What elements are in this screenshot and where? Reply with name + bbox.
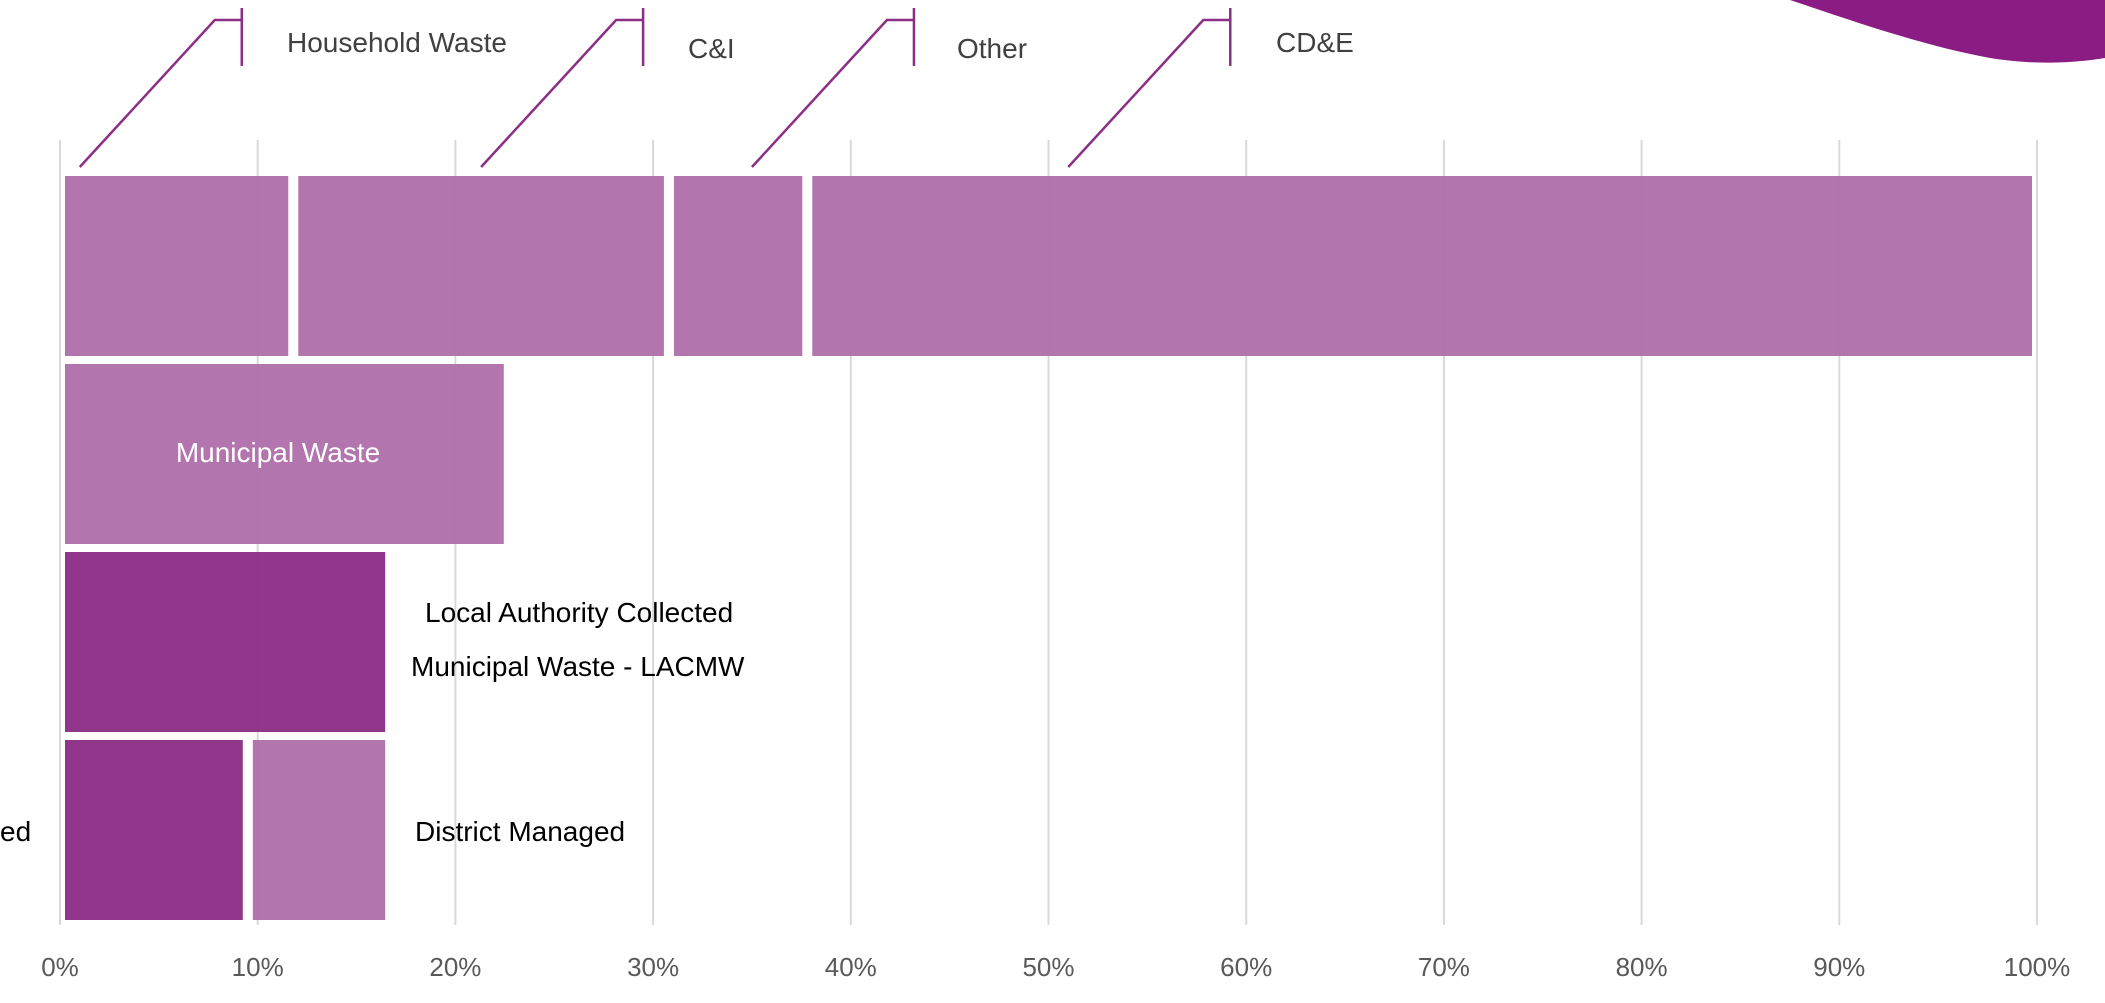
cut-off-label: ed: [0, 816, 31, 847]
x-tick-label: 0%: [41, 952, 79, 982]
callout-label: Other: [957, 33, 1027, 64]
callout-leader-line: [480, 18, 644, 168]
x-tick-label: 60%: [1220, 952, 1272, 982]
bar-segment: [812, 176, 2032, 356]
x-tick-label: 10%: [232, 952, 284, 982]
callout-label: Household Waste: [287, 27, 507, 58]
x-tick-label: 50%: [1022, 952, 1074, 982]
bar-segment: [65, 364, 504, 544]
municipal-waste-label: Municipal Waste: [176, 437, 380, 468]
callout-label: C&I: [688, 33, 735, 64]
x-axis-ticks: 0% 10% 20% 30% 40% 50% 60% 70% 80% 90% 100%: [41, 952, 2070, 982]
x-tick-label: 100%: [2004, 952, 2071, 982]
bar-segment: [65, 176, 289, 356]
bar-segment: [252, 740, 386, 920]
callout-leader-line: [1067, 18, 1231, 168]
callout-label: CD&E: [1276, 27, 1354, 58]
callouts: Household Waste C&I Other CD&E: [78, 8, 1354, 168]
bar-segment: [298, 176, 664, 356]
x-tick-label: 30%: [627, 952, 679, 982]
x-tick-label: 70%: [1418, 952, 1470, 982]
x-tick-label: 90%: [1813, 952, 1865, 982]
bar-segment: [65, 552, 386, 732]
district-managed-label: District Managed: [415, 816, 625, 847]
bar-segment: [65, 740, 243, 920]
bars: [65, 176, 2032, 920]
x-tick-label: 80%: [1616, 952, 1668, 982]
x-tick-label: 20%: [429, 952, 481, 982]
lacmw-label-line1: Local Authority Collected: [425, 597, 733, 628]
lacmw-label-line2: Municipal Waste - LACMW: [411, 651, 745, 682]
callout-leader-line: [751, 18, 914, 168]
x-tick-label: 40%: [825, 952, 877, 982]
callout-leader-line: [78, 18, 242, 168]
bar-segment: [673, 176, 803, 356]
